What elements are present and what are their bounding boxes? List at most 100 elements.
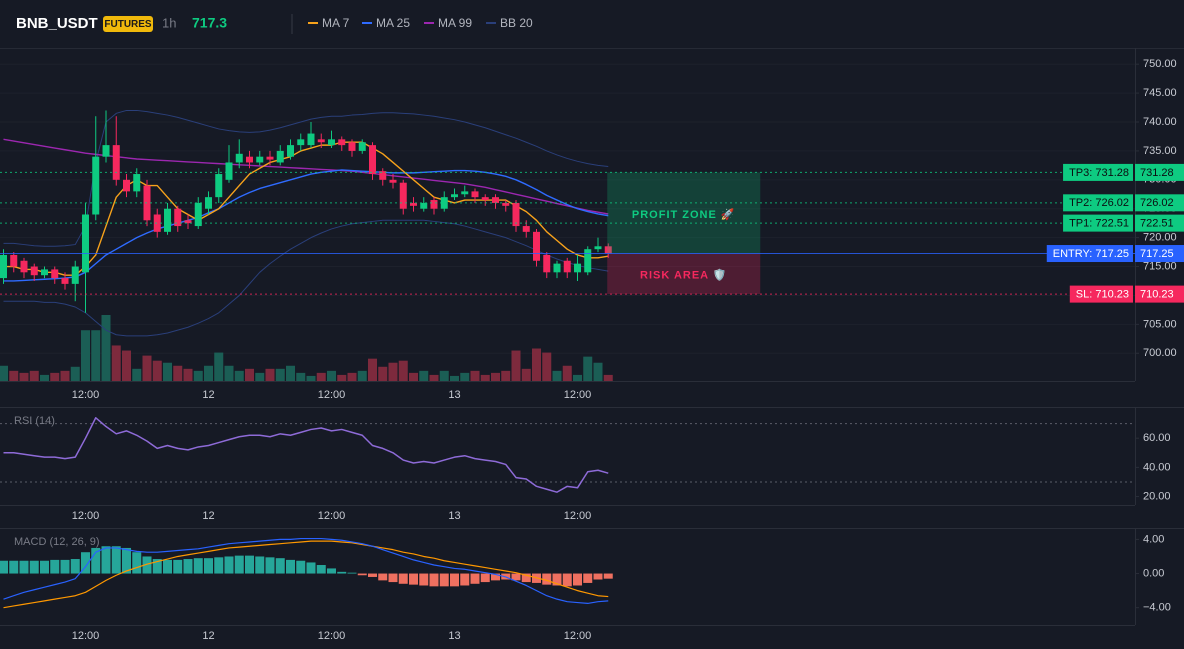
histogram-bar <box>132 552 142 574</box>
volume-bar <box>460 372 470 381</box>
volume-bar <box>173 365 183 381</box>
volume-bar <box>255 372 265 381</box>
y-tick-label: 740.00 <box>1143 116 1177 128</box>
candle-body <box>194 202 202 227</box>
volume-bar <box>491 372 500 381</box>
volume-bar <box>532 348 541 381</box>
candle-body <box>563 260 571 273</box>
histogram-bar <box>60 559 70 574</box>
x-tick-label: 12 <box>202 510 214 522</box>
price-axis-value: 710.23 <box>1140 289 1174 301</box>
candle-body <box>522 226 530 232</box>
volume-bar <box>111 345 121 381</box>
candle-body <box>174 208 182 227</box>
volume-bar <box>316 372 326 381</box>
macd-line <box>3 537 609 605</box>
histogram-bar <box>552 573 562 586</box>
histogram-bar <box>480 573 490 583</box>
volume-bar <box>593 362 603 381</box>
candle-body <box>574 263 581 273</box>
histogram-bar <box>521 573 531 583</box>
candle-body <box>256 156 264 163</box>
y-tick-label: 735.00 <box>1143 145 1177 157</box>
candle-body <box>553 263 561 273</box>
volume-bar <box>439 370 449 381</box>
histogram-bar <box>122 547 131 574</box>
volume-bar <box>70 366 80 381</box>
volume-bar <box>275 368 285 381</box>
candle-body <box>399 182 407 209</box>
candle-body <box>481 197 489 201</box>
legend-label: MA 7 <box>322 16 350 30</box>
candle-body <box>338 139 346 146</box>
histogram-bar <box>593 573 603 580</box>
candle-body <box>61 278 69 284</box>
volume-bar <box>214 352 224 381</box>
symbol[interactable]: BNB_USDT <box>16 15 98 32</box>
histogram-bar <box>91 547 101 574</box>
candle-body <box>369 145 376 175</box>
volume-bar <box>245 368 254 381</box>
histogram-bar <box>398 573 408 584</box>
y-tick-label: 705.00 <box>1143 318 1177 330</box>
histogram-bar <box>327 568 336 574</box>
candle-body <box>543 254 551 273</box>
profit-zone-label: PROFIT ZONE 🚀 <box>632 208 736 221</box>
level-label: TP3: 731.28 <box>1069 167 1129 179</box>
risk-zone-label: RISK AREA 🛡️ <box>640 269 727 282</box>
candle-body <box>0 254 7 279</box>
volume-bar <box>511 350 521 381</box>
candle-body <box>92 156 100 215</box>
volume-bar <box>357 370 367 381</box>
volume-bar <box>327 370 336 381</box>
histogram-bar <box>573 573 582 586</box>
volume-bar <box>224 365 234 381</box>
volume-bar <box>193 370 203 381</box>
candle-body <box>205 197 212 209</box>
volume-bar <box>521 368 531 381</box>
histogram-bar <box>275 558 285 574</box>
histogram-bar <box>173 559 183 574</box>
rsi-line <box>3 417 609 493</box>
x-tick-label: 13 <box>448 510 460 522</box>
volume-bar <box>101 315 111 381</box>
volume-bar <box>368 358 377 381</box>
x-tick-label: 12:00 <box>318 510 346 522</box>
candle-body <box>287 145 294 157</box>
candle-body <box>492 197 499 203</box>
volume-bar <box>152 360 162 381</box>
volume-bar <box>419 370 429 381</box>
volume-bar <box>583 356 593 381</box>
histogram-bar <box>29 560 39 574</box>
level-label: TP1: 722.51 <box>1069 218 1129 230</box>
price-axis-value: 726.02 <box>1140 197 1174 209</box>
legend-label: MA 99 <box>438 16 472 30</box>
histogram-bar <box>439 573 449 587</box>
candle-body <box>225 162 233 180</box>
volume-bar <box>81 330 90 381</box>
volume-bar <box>450 375 459 381</box>
volume-bar <box>501 370 511 381</box>
level-label: SL: 710.23 <box>1076 289 1129 301</box>
volume-bar <box>480 374 490 381</box>
volume-bar <box>562 365 572 381</box>
candle-body <box>379 171 387 180</box>
histogram-bar <box>511 573 521 581</box>
volume-bar <box>398 360 408 381</box>
histogram-bar <box>183 559 193 574</box>
candle-body <box>533 231 540 261</box>
histogram-bar <box>193 558 203 574</box>
interval[interactable]: 1h <box>162 15 176 30</box>
level-label-bg <box>1069 285 1133 303</box>
volume-bar <box>603 374 613 381</box>
histogram-bar <box>101 546 111 574</box>
last-price: 717.3 <box>192 15 227 31</box>
candle-body <box>358 142 366 151</box>
candle-body <box>604 246 612 254</box>
candle-body <box>430 200 438 209</box>
volume-bar <box>40 374 49 381</box>
histogram-bar <box>214 557 224 574</box>
candle-body <box>461 191 469 195</box>
macd-title: MACD (12, 26, 9) <box>14 536 100 548</box>
